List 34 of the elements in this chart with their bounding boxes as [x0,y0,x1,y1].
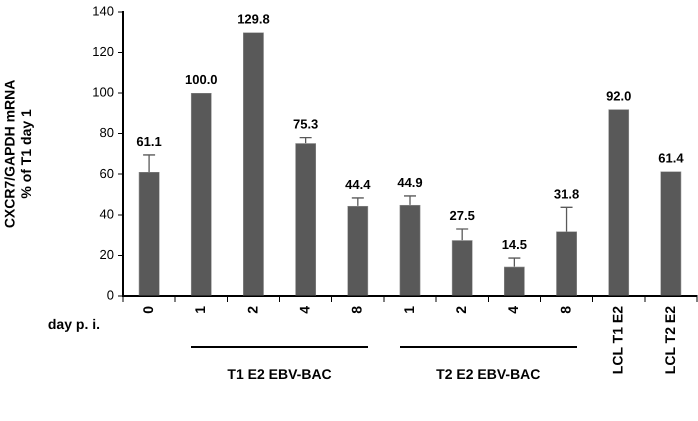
x-tick-label: LCL T2 E2 [662,306,678,374]
x-tick-label: 4 [296,306,312,314]
x-tick-label: LCL T1 E2 [610,306,626,374]
y-tick-label: 40 [100,206,114,222]
y-tick-label: 140 [92,3,114,18]
data-label: 61.1 [136,134,162,149]
x-tick-label: 8 [348,306,365,314]
x-tick-label: 2 [453,306,470,314]
x-tick-label: 2 [244,306,260,314]
x-tick-label: 0 [140,306,156,314]
y-tick-label: 20 [100,246,114,262]
data-label: 92.0 [606,88,632,104]
x-tick-label: 1 [400,306,417,314]
y-tick-label: 120 [92,44,114,59]
y-tick-label: 60 [100,166,114,181]
x-tick-label: 8 [557,306,574,314]
y-tick-label: 80 [100,125,114,140]
data-label: 44.9 [397,175,423,190]
data-label: 61.4 [658,150,684,166]
data-label: 100.0 [185,72,218,88]
y-axis-title: CXCR7/GAPDH mRNA % of T1 day 1 [1,80,34,228]
data-label: 31.8 [554,186,580,202]
text: T1 E2 EBV-BAC [227,366,332,382]
text: T2 E2 EBV-BAC [436,366,540,382]
y-tick-label: 100 [92,84,114,100]
data-label: 129.8 [237,12,270,27]
data-label: 44.4 [345,177,372,192]
text: day p. i. [48,316,100,332]
x-tick-label: 4 [505,306,522,314]
data-label: 75.3 [292,116,318,132]
x-tick-label: 1 [192,306,208,314]
y-tick-label: 0 [106,288,114,303]
data-label: 14.5 [502,237,528,252]
data-label: 27.5 [450,208,475,224]
